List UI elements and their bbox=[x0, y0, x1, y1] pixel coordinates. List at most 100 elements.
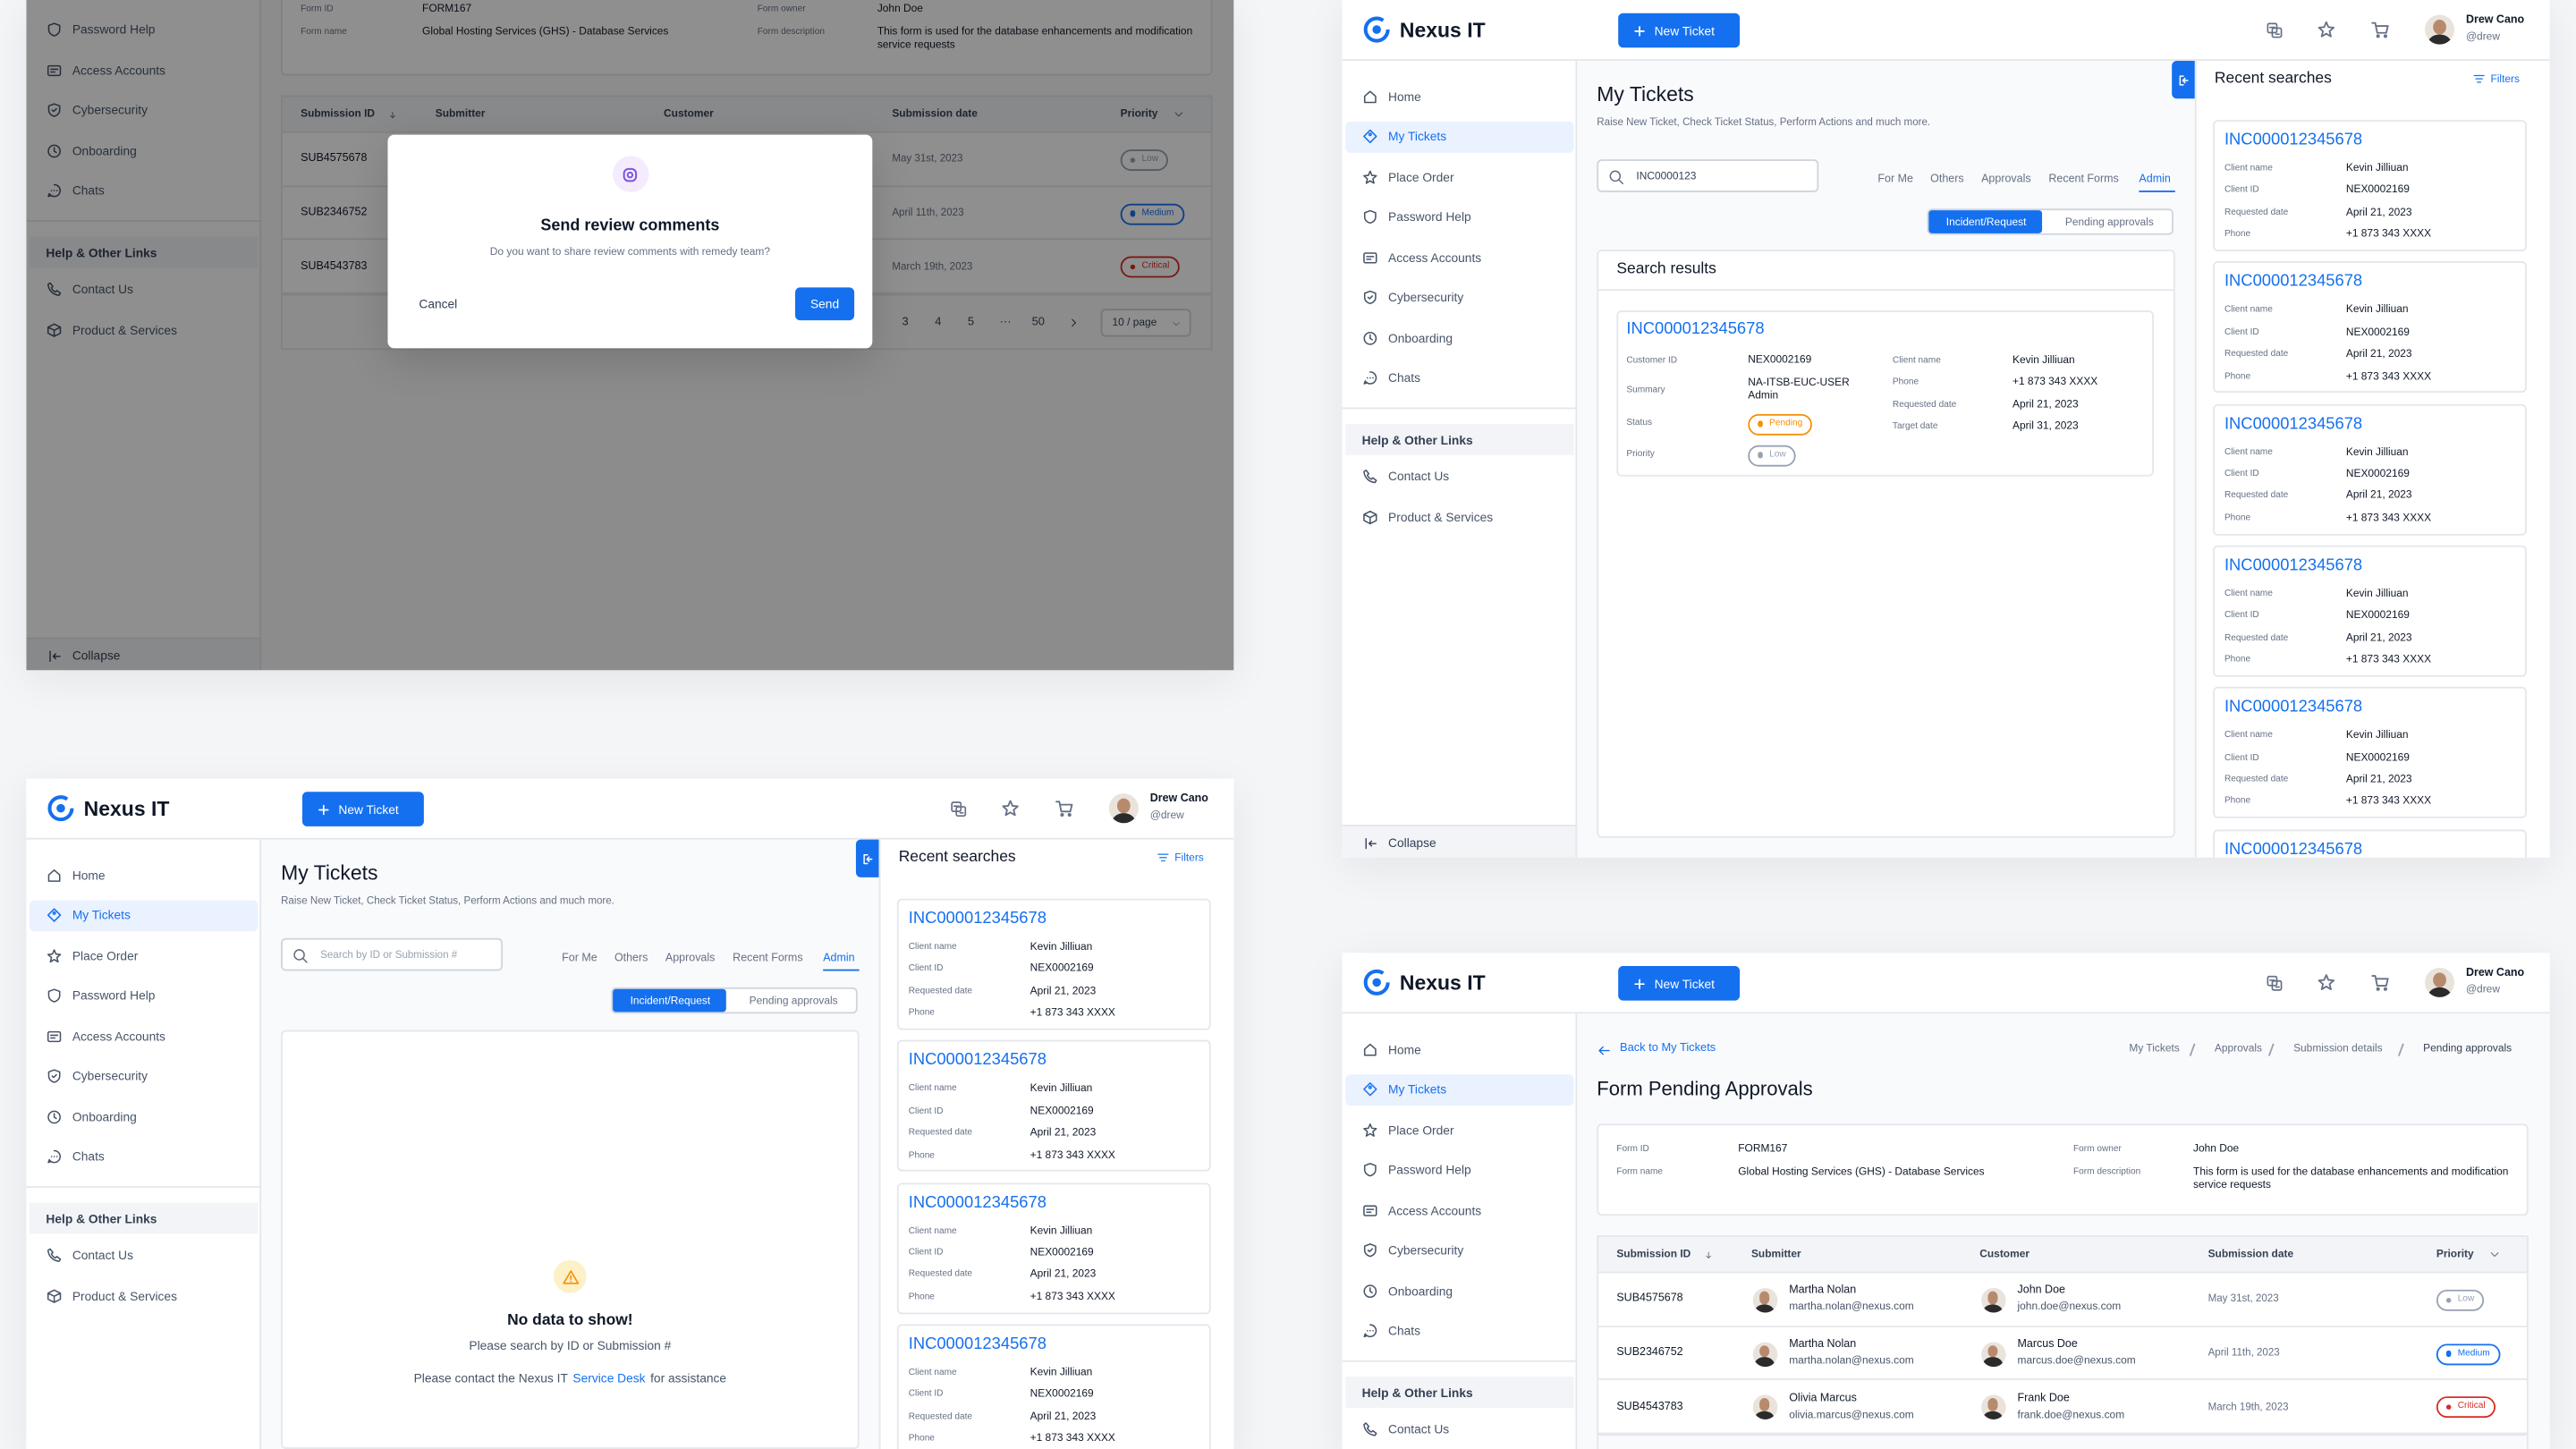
nav-item[interactable]: Access Accounts bbox=[72, 62, 165, 78]
filters-link[interactable]: Filters bbox=[1174, 852, 1204, 864]
nav-item[interactable]: Access Accounts bbox=[72, 1028, 165, 1044]
recent-card[interactable] bbox=[896, 1324, 1211, 1449]
recent-card[interactable] bbox=[2213, 120, 2527, 252]
nav-item[interactable]: Password Help bbox=[1388, 209, 1471, 225]
nav-item[interactable]: Cybersecurity bbox=[1388, 1242, 1464, 1258]
nav-item[interactable]: Chats bbox=[1388, 370, 1421, 386]
avatar-body bbox=[1754, 1411, 1775, 1420]
link[interactable]: Service Desk bbox=[572, 1370, 646, 1386]
recent-card[interactable] bbox=[2213, 403, 2527, 536]
nav-item[interactable]: Contact Us bbox=[72, 282, 133, 297]
tab[interactable]: Admin bbox=[823, 953, 855, 965]
field-label: Form name bbox=[301, 27, 347, 38]
nav-item[interactable]: Onboarding bbox=[72, 142, 137, 158]
recent-card[interactable] bbox=[2213, 545, 2527, 677]
tab[interactable]: For Me bbox=[1877, 174, 1913, 186]
nav-item[interactable]: Contact Us bbox=[72, 1248, 133, 1263]
icon-part bbox=[1366, 1208, 1375, 1213]
nav-item[interactable]: Cybersecurity bbox=[1388, 290, 1464, 305]
icon-part bbox=[1634, 25, 1645, 36]
nav-item[interactable]: Contact Us bbox=[1388, 469, 1450, 484]
icon-part bbox=[47, 22, 61, 37]
side-toggle[interactable] bbox=[2172, 60, 2195, 99]
nav-item[interactable]: Product & Services bbox=[1388, 509, 1494, 524]
nav-item[interactable]: My Tickets bbox=[1388, 1081, 1447, 1097]
field-value: Kevin Jilliuan bbox=[2012, 354, 2075, 367]
tab[interactable]: Approvals bbox=[665, 953, 716, 965]
nav-item[interactable]: Cybersecurity bbox=[72, 1068, 148, 1084]
icon-part bbox=[47, 988, 61, 1003]
breadcrumb[interactable]: Submission details bbox=[2293, 1043, 2383, 1055]
result-id[interactable]: INC000012345678 bbox=[1626, 320, 1765, 339]
send-button[interactable]: Send bbox=[794, 287, 855, 321]
icon bbox=[46, 281, 62, 297]
nav-item[interactable]: Contact Us bbox=[1388, 1421, 1450, 1437]
nav-item[interactable]: Password Help bbox=[72, 21, 156, 38]
nav-item[interactable]: Place Order bbox=[1388, 1122, 1454, 1138]
toggle-option[interactable] bbox=[613, 988, 726, 1013]
collapse-bar[interactable]: Collapse bbox=[26, 637, 262, 671]
nav-item[interactable]: Chats bbox=[1388, 1323, 1421, 1339]
tab[interactable]: For Me bbox=[562, 953, 597, 965]
nav-item[interactable]: Home bbox=[72, 867, 106, 883]
new-ticket-button[interactable]: New Ticket bbox=[1618, 966, 1741, 1001]
column-header[interactable]: Priority bbox=[1120, 107, 1158, 120]
nav-item[interactable]: Cybersecurity bbox=[72, 102, 148, 118]
nav-item[interactable]: My Tickets bbox=[72, 907, 131, 923]
tab[interactable]: Others bbox=[614, 953, 648, 965]
icon-part bbox=[47, 988, 61, 1003]
recent-card[interactable] bbox=[2213, 261, 2527, 394]
nav-item[interactable]: My Tickets bbox=[1388, 129, 1447, 144]
collapse-bar[interactable]: Collapse bbox=[1342, 825, 1578, 858]
recent-card[interactable] bbox=[2213, 828, 2527, 858]
nav-item[interactable]: Product & Services bbox=[72, 1288, 177, 1303]
new-ticket-button[interactable]: New Ticket bbox=[301, 792, 424, 826]
recent-card[interactable] bbox=[896, 1182, 1211, 1314]
side-toggle[interactable] bbox=[855, 839, 879, 877]
icon-part bbox=[952, 804, 963, 813]
search-box[interactable]: INC0000123 bbox=[1597, 159, 1819, 192]
icon-part bbox=[48, 649, 60, 662]
tab[interactable]: Admin bbox=[2139, 174, 2171, 186]
field-value: John Doe bbox=[2193, 1142, 2240, 1155]
nav-item[interactable]: Product & Services bbox=[72, 322, 177, 337]
tab[interactable]: Others bbox=[1930, 174, 1964, 186]
nav-item[interactable]: Onboarding bbox=[1388, 1283, 1453, 1299]
recent-card[interactable] bbox=[896, 898, 1211, 1030]
nav-item[interactable]: Access Accounts bbox=[1388, 250, 1482, 265]
nav-item[interactable]: Onboarding bbox=[1388, 330, 1453, 345]
icon bbox=[2472, 72, 2486, 86]
nav-item[interactable]: Access Accounts bbox=[1388, 1202, 1482, 1218]
icon-part bbox=[1174, 112, 1182, 117]
cancel-button[interactable]: Cancel bbox=[419, 296, 458, 312]
tab[interactable]: Recent Forms bbox=[2048, 174, 2119, 186]
column-header[interactable]: Priority bbox=[2436, 1248, 2474, 1260]
nav-item[interactable]: Place Order bbox=[72, 947, 139, 963]
filters-link[interactable]: Filters bbox=[2490, 72, 2521, 85]
breadcrumb[interactable]: My Tickets bbox=[2129, 1043, 2180, 1055]
nav-item[interactable]: Onboarding bbox=[72, 1108, 137, 1124]
nav-item[interactable]: Home bbox=[1388, 89, 1421, 104]
page-size[interactable]: 10 / page bbox=[1100, 309, 1191, 337]
field-label: Phone bbox=[2224, 371, 2251, 382]
tab[interactable]: Approvals bbox=[1981, 174, 2031, 186]
back-link[interactable]: Back to My Tickets bbox=[1620, 1042, 1716, 1055]
nav-item[interactable]: Password Help bbox=[1388, 1162, 1471, 1178]
column-header[interactable]: Submission ID bbox=[301, 107, 376, 120]
search-box[interactable]: Search by ID or Submission # bbox=[281, 937, 504, 971]
recent-card[interactable] bbox=[2213, 687, 2527, 819]
new-ticket-button[interactable]: New Ticket bbox=[1618, 13, 1741, 48]
nav-item[interactable]: Place Order bbox=[1388, 169, 1454, 184]
nav-item[interactable]: Chats bbox=[72, 182, 105, 199]
nav-item[interactable]: Home bbox=[1388, 1041, 1421, 1057]
toggle-option[interactable] bbox=[1928, 210, 2043, 233]
column-header[interactable]: Submission ID bbox=[1616, 1248, 1691, 1260]
nav-item[interactable]: Password Help bbox=[72, 987, 156, 1004]
user-handle: @drew bbox=[1149, 809, 1184, 822]
nav-item[interactable]: Chats bbox=[72, 1148, 105, 1165]
badge: Low bbox=[1748, 444, 1796, 466]
recent-card[interactable] bbox=[896, 1040, 1211, 1173]
tab[interactable]: Recent Forms bbox=[733, 953, 803, 965]
avatar-body bbox=[1982, 1357, 2003, 1367]
breadcrumb[interactable]: Approvals bbox=[2214, 1043, 2263, 1055]
